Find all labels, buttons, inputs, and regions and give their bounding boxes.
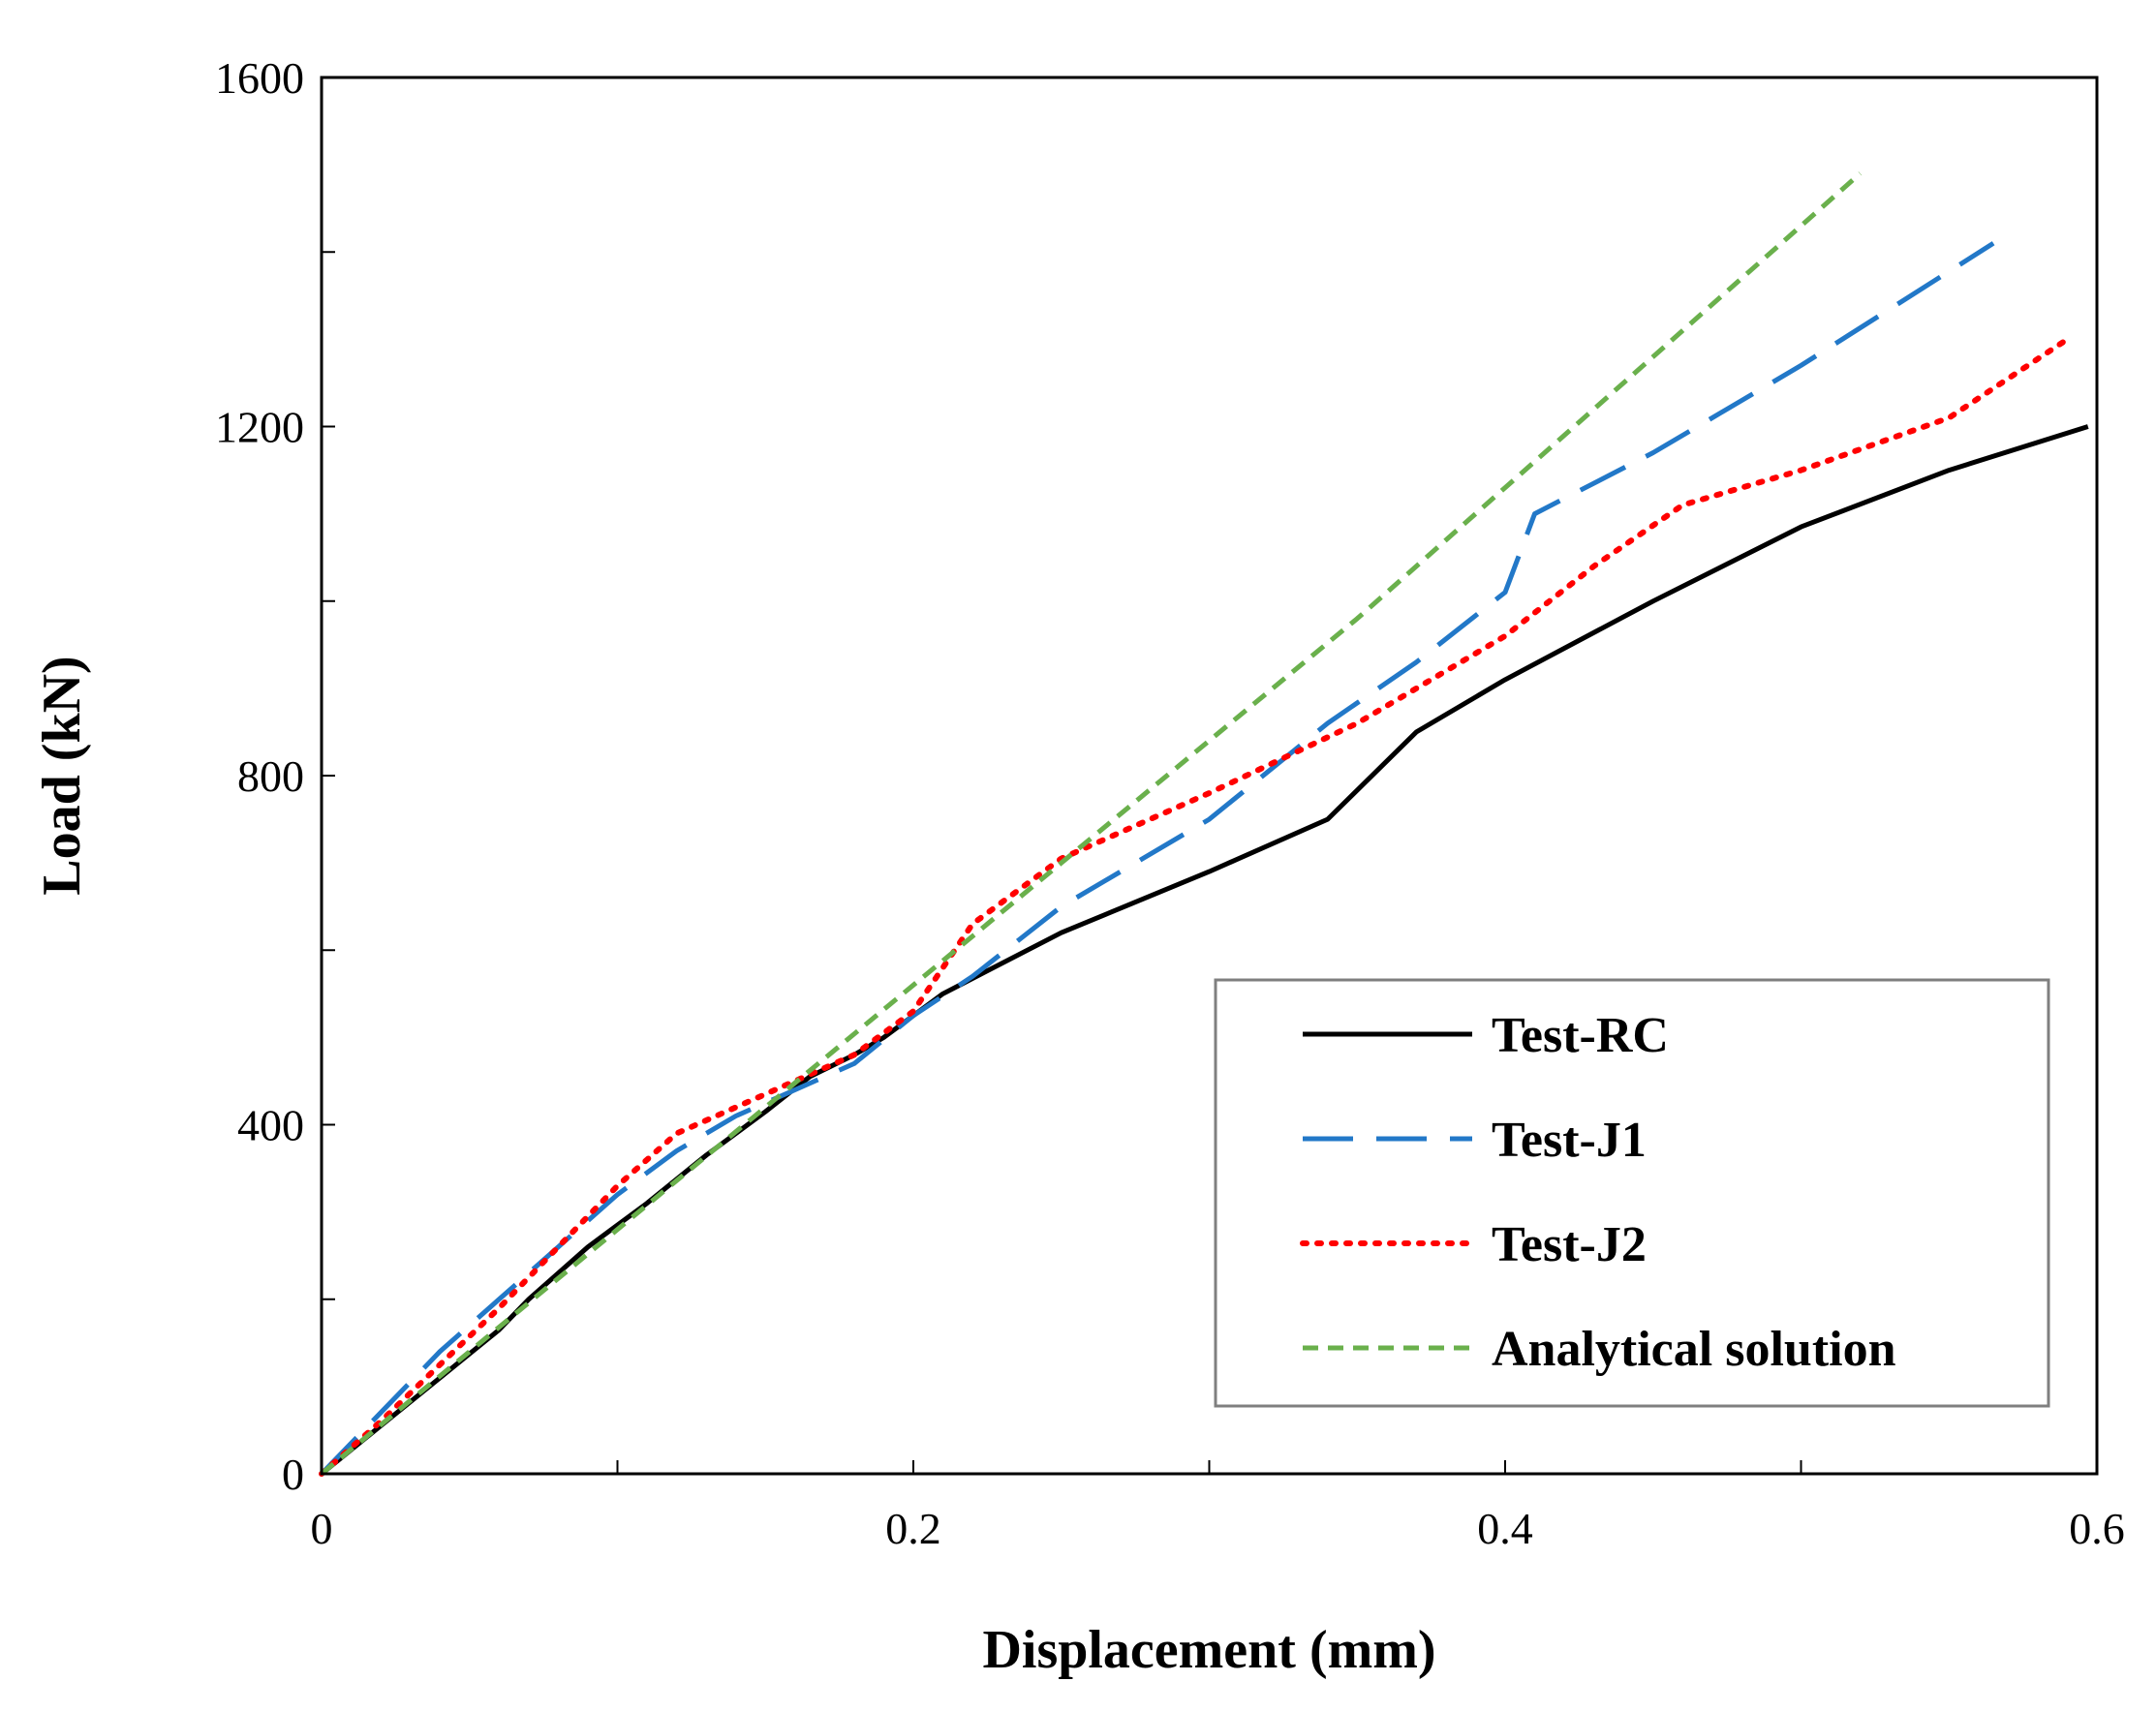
x-tick-label: 0.2 — [885, 1504, 941, 1553]
legend-label: Test-RC — [1492, 1008, 1669, 1063]
x-tick-label: 0 — [311, 1504, 333, 1553]
y-tick-label: 1600 — [215, 53, 304, 103]
y-tick-label: 800 — [237, 751, 304, 801]
x-tick-label: 0.4 — [1477, 1504, 1533, 1553]
y-tick-label: 0 — [282, 1450, 304, 1499]
legend-label: Test-J2 — [1492, 1217, 1647, 1272]
legend-box — [1214, 978, 2050, 1408]
legend-label: Test-J1 — [1492, 1113, 1647, 1168]
legend: Test-RC Test-J1 Test-J2 Analytical solution — [1214, 978, 2050, 1408]
y-axis-title: Load (kN) — [32, 656, 92, 895]
y-tick-label: 400 — [237, 1101, 304, 1150]
x-axis-title: Displacement (mm) — [982, 1620, 1435, 1680]
series-line-test-j1 — [320, 241, 1995, 1476]
y-tick-label: 1200 — [215, 403, 304, 452]
legend-label: Analytical solution — [1492, 1322, 1896, 1377]
tick-layer: 0 400 800 1200 1600 0 0.2 0.4 0.6 — [215, 53, 2125, 1553]
x-tick-label: 0.6 — [2069, 1504, 2125, 1553]
series-layer — [319, 171, 2089, 1477]
series-line-test-j2 — [319, 336, 2071, 1477]
plot-area-frame — [320, 76, 2099, 1476]
series-line-analytical-solution — [320, 171, 1863, 1476]
